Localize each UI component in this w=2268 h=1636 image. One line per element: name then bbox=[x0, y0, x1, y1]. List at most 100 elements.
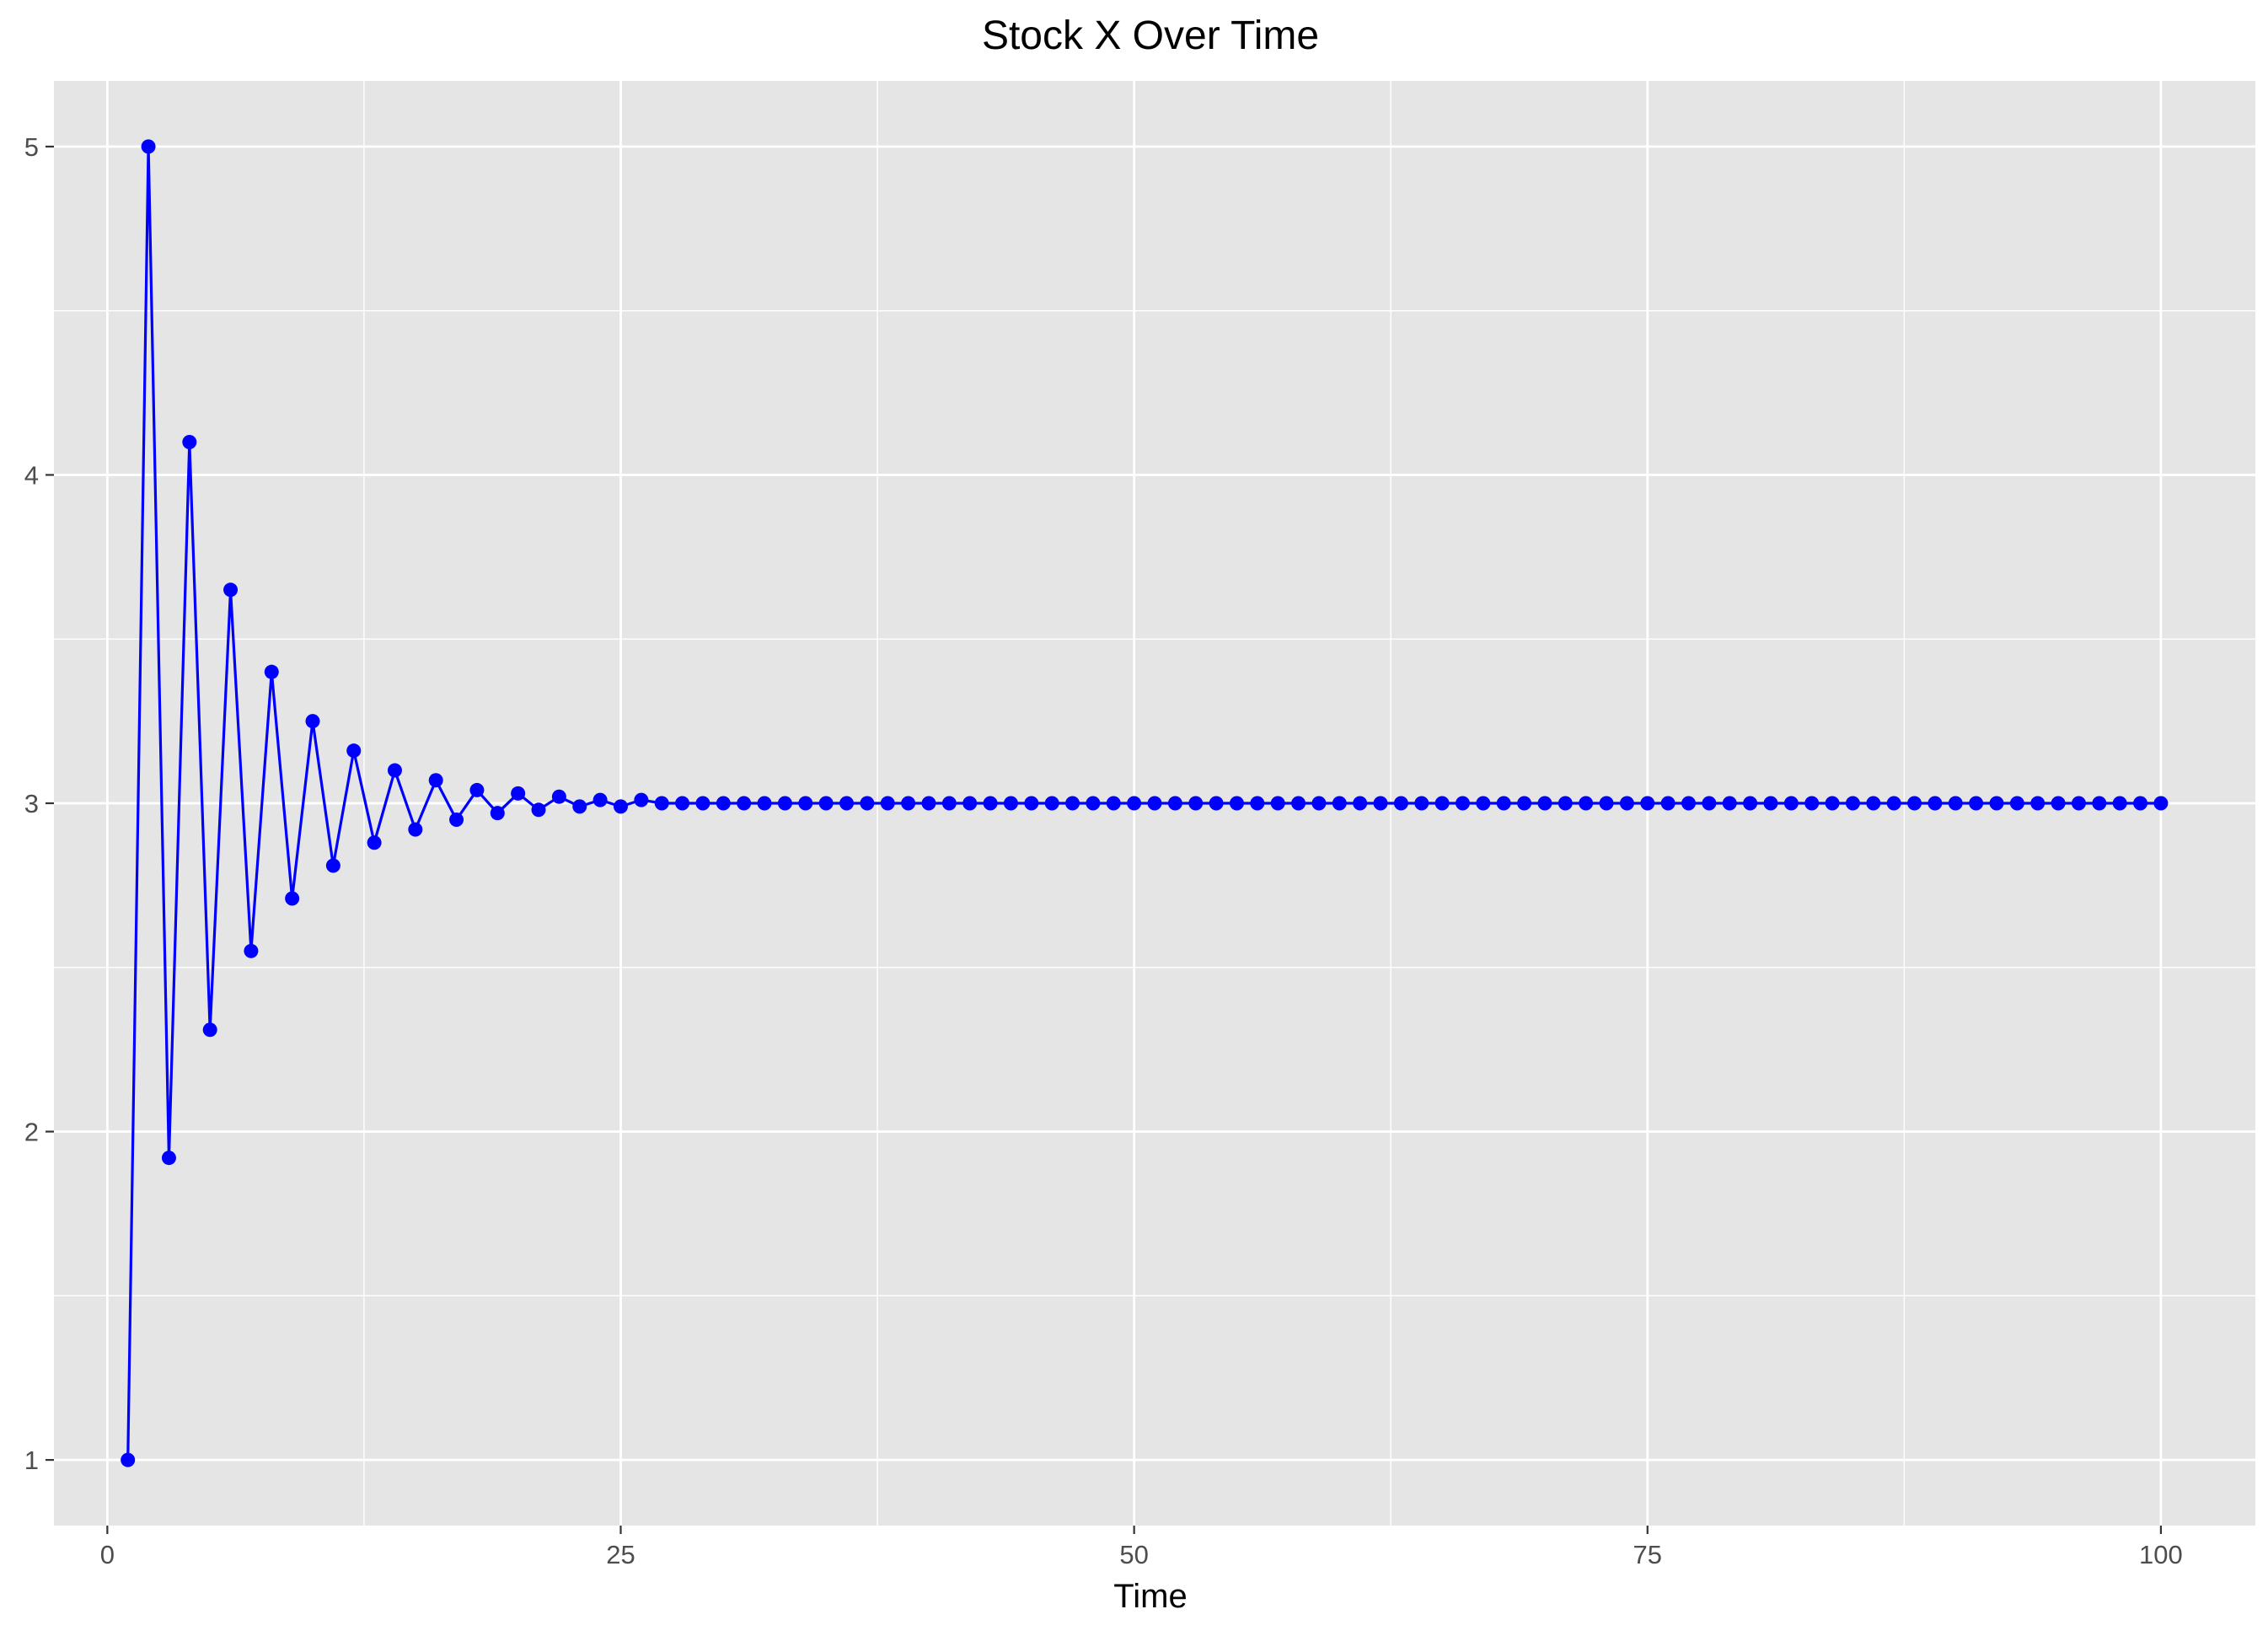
data-point bbox=[2092, 796, 2107, 811]
data-point bbox=[1106, 796, 1121, 811]
data-point bbox=[592, 792, 608, 807]
data-point bbox=[244, 943, 259, 958]
data-point bbox=[1640, 796, 1655, 811]
data-point bbox=[634, 792, 649, 807]
data-point bbox=[1845, 796, 1860, 811]
data-point bbox=[223, 582, 239, 598]
data-point bbox=[182, 435, 197, 449]
data-point bbox=[1291, 796, 1306, 811]
data-point bbox=[2009, 796, 2024, 811]
data-point bbox=[798, 796, 813, 811]
data-point bbox=[839, 796, 855, 811]
data-point bbox=[531, 802, 546, 818]
data-point bbox=[1866, 796, 1881, 811]
series-line bbox=[126, 145, 2161, 1461]
data-point bbox=[1229, 796, 1244, 811]
data-point bbox=[2112, 796, 2127, 811]
data-point bbox=[1928, 796, 1943, 811]
data-point bbox=[1743, 796, 1758, 811]
data-point bbox=[1188, 796, 1204, 811]
data-point bbox=[1660, 796, 1676, 811]
data-point bbox=[1147, 796, 1162, 811]
data-point bbox=[1537, 796, 1552, 811]
data-point bbox=[1558, 796, 1573, 811]
data-point bbox=[2051, 796, 2066, 811]
data-point bbox=[121, 1452, 136, 1467]
data-point bbox=[264, 664, 279, 679]
y-axis-ticks: 1 2 3 4 5 bbox=[24, 132, 54, 1475]
data-point bbox=[1804, 796, 1820, 811]
data-point bbox=[1886, 796, 1901, 811]
y-tick-label: 4 bbox=[24, 460, 39, 490]
data-point bbox=[1311, 796, 1327, 811]
data-point bbox=[1434, 796, 1450, 811]
data-point bbox=[1353, 796, 1368, 811]
data-point bbox=[737, 796, 752, 811]
data-point bbox=[654, 796, 669, 811]
data-point bbox=[695, 796, 710, 811]
data-points bbox=[121, 139, 2169, 1467]
data-point bbox=[675, 796, 690, 811]
data-point bbox=[1332, 796, 1347, 811]
data-point bbox=[1702, 796, 1717, 811]
data-point bbox=[285, 891, 300, 906]
data-point bbox=[1496, 796, 1511, 811]
data-point bbox=[141, 139, 156, 154]
y-tick-label: 3 bbox=[24, 789, 39, 818]
x-tick-label: 25 bbox=[606, 1540, 635, 1569]
data-point bbox=[1024, 796, 1039, 811]
data-point bbox=[1619, 796, 1634, 811]
data-point bbox=[1969, 796, 1984, 811]
data-point bbox=[1948, 796, 1963, 811]
data-point bbox=[2071, 796, 2086, 811]
data-point bbox=[161, 1151, 176, 1166]
x-tick-label: 50 bbox=[1119, 1540, 1148, 1569]
data-point bbox=[2030, 796, 2045, 811]
y-tick-label: 2 bbox=[24, 1118, 39, 1147]
data-point bbox=[983, 796, 998, 811]
data-point bbox=[941, 796, 957, 811]
data-point bbox=[962, 796, 978, 811]
data-point bbox=[1414, 796, 1429, 811]
x-axis-title: Time bbox=[1113, 1578, 1187, 1615]
data-point bbox=[449, 812, 464, 827]
data-point bbox=[202, 1022, 217, 1038]
y-tick-label: 1 bbox=[24, 1446, 39, 1475]
data-point bbox=[1763, 796, 1778, 811]
data-point bbox=[387, 763, 402, 778]
data-point bbox=[901, 796, 916, 811]
data-point bbox=[2153, 796, 2169, 811]
data-point bbox=[777, 796, 792, 811]
y-tick-label: 5 bbox=[24, 132, 39, 162]
data-point bbox=[1250, 796, 1265, 811]
data-point bbox=[1517, 796, 1532, 811]
data-point bbox=[880, 796, 895, 811]
data-point bbox=[511, 786, 526, 801]
data-point bbox=[1127, 796, 1142, 811]
data-point bbox=[1373, 796, 1388, 811]
data-point bbox=[428, 773, 443, 788]
data-point bbox=[325, 858, 340, 873]
x-tick-label: 0 bbox=[100, 1540, 115, 1569]
data-point bbox=[921, 796, 936, 811]
data-point bbox=[1722, 796, 1737, 811]
data-point bbox=[757, 796, 772, 811]
data-point bbox=[1989, 796, 2004, 811]
data-point bbox=[1003, 796, 1018, 811]
data-point bbox=[613, 799, 628, 814]
x-axis-ticks: 0 25 50 75 100 bbox=[100, 1526, 2183, 1569]
data-point bbox=[1270, 796, 1285, 811]
data-point bbox=[551, 789, 566, 804]
data-point bbox=[1209, 796, 1224, 811]
chart-title: Stock X Over Time bbox=[982, 13, 1319, 58]
data-point bbox=[860, 796, 875, 811]
data-point bbox=[2133, 796, 2148, 811]
data-point bbox=[572, 799, 587, 814]
data-point bbox=[1579, 796, 1594, 811]
data-point bbox=[490, 806, 505, 821]
data-point bbox=[1907, 796, 1922, 811]
data-point bbox=[1825, 796, 1840, 811]
data-point bbox=[1086, 796, 1101, 811]
data-point bbox=[1044, 796, 1059, 811]
